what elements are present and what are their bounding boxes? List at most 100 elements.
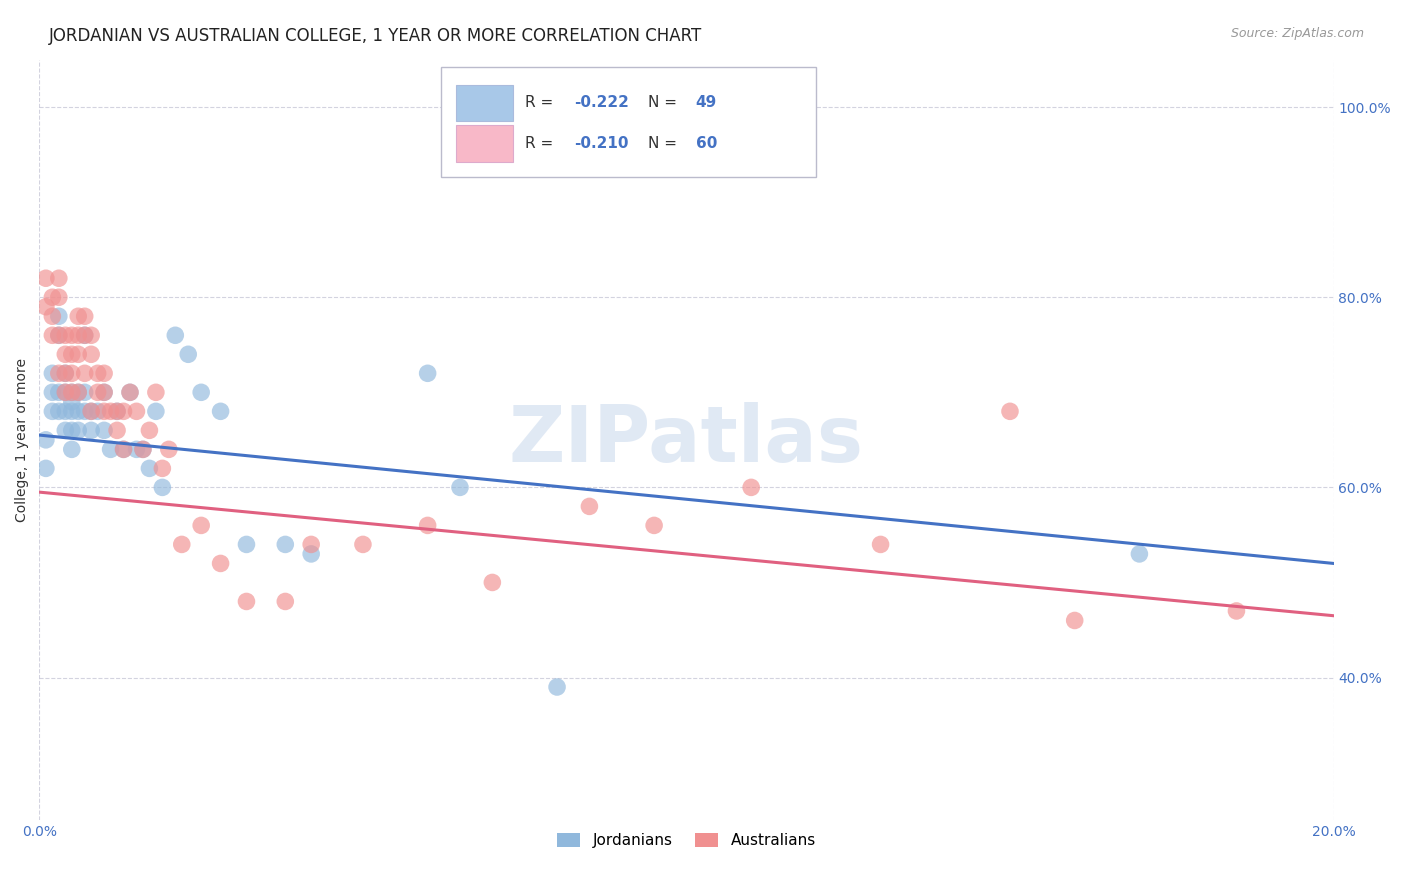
Point [145, 404, 167, 418]
Point [73, 310, 96, 324]
Point [299, 537, 322, 551]
Point [150, 461, 173, 475]
Point [67, 328, 90, 343]
Point [73, 404, 96, 418]
Point [112, 442, 135, 457]
Point [481, 575, 503, 590]
Point [48, 404, 70, 418]
Text: -0.210: -0.210 [574, 136, 628, 151]
Point [60, 394, 83, 409]
Point [125, 404, 148, 418]
Point [41, 385, 63, 400]
Point [41, 328, 63, 343]
Point [60, 385, 83, 400]
Point [740, 480, 762, 494]
Text: ZIPatlas: ZIPatlas [509, 402, 863, 478]
Text: N =: N = [648, 95, 682, 111]
Point [53, 367, 76, 381]
Point [112, 442, 135, 457]
Text: N =: N = [648, 136, 682, 151]
Text: JORDANIAN VS AUSTRALIAN COLLEGE, 1 YEAR OR MORE CORRELATION CHART: JORDANIAN VS AUSTRALIAN COLLEGE, 1 YEAR … [49, 27, 703, 45]
Point [86, 367, 108, 381]
FancyBboxPatch shape [440, 67, 815, 178]
Point [48, 385, 70, 400]
Text: Source: ZipAtlas.com: Source: ZipAtlas.com [1230, 27, 1364, 40]
Text: R =: R = [524, 136, 558, 151]
Point [86, 385, 108, 400]
Point [41, 310, 63, 324]
Point [80, 404, 103, 418]
Point [67, 423, 90, 437]
Point [60, 328, 83, 343]
Point [60, 442, 83, 457]
Point [67, 310, 90, 324]
Point [1128, 547, 1150, 561]
Point [209, 557, 232, 571]
Point [869, 537, 891, 551]
Point [125, 442, 148, 457]
Point [449, 480, 471, 494]
Point [177, 347, 200, 361]
Point [138, 461, 160, 475]
Point [53, 385, 76, 400]
Point [67, 347, 90, 361]
Point [86, 404, 108, 418]
Text: -0.222: -0.222 [574, 95, 628, 111]
Point [93, 367, 115, 381]
Point [150, 480, 173, 494]
Point [53, 404, 76, 418]
Point [235, 537, 257, 551]
Point [73, 385, 96, 400]
Text: R =: R = [524, 95, 558, 111]
FancyBboxPatch shape [456, 85, 513, 121]
Point [93, 423, 115, 437]
Point [93, 404, 115, 418]
Point [235, 594, 257, 608]
Point [165, 328, 187, 343]
Point [112, 404, 135, 418]
Point [48, 271, 70, 285]
Point [100, 442, 122, 457]
Point [132, 442, 155, 457]
Point [578, 500, 600, 514]
Point [48, 328, 70, 343]
Point [105, 404, 128, 418]
Point [190, 385, 212, 400]
Point [157, 442, 180, 457]
Point [67, 385, 90, 400]
Text: 60: 60 [696, 136, 717, 151]
Point [60, 347, 83, 361]
Point [546, 680, 568, 694]
Point [1225, 604, 1247, 618]
Point [80, 328, 103, 343]
Point [93, 385, 115, 400]
Point [274, 594, 297, 608]
Point [41, 404, 63, 418]
Point [170, 537, 193, 551]
Point [53, 385, 76, 400]
Point [132, 442, 155, 457]
Point [35, 433, 58, 447]
Point [80, 423, 103, 437]
Legend: Jordanians, Australians: Jordanians, Australians [551, 827, 821, 855]
Point [73, 367, 96, 381]
Point [209, 404, 232, 418]
Point [60, 385, 83, 400]
Point [35, 300, 58, 314]
Point [416, 367, 439, 381]
Point [643, 518, 665, 533]
Point [48, 290, 70, 304]
Point [352, 537, 374, 551]
Point [93, 385, 115, 400]
Point [53, 423, 76, 437]
Point [73, 328, 96, 343]
Point [67, 404, 90, 418]
Point [35, 271, 58, 285]
Point [60, 367, 83, 381]
Point [53, 367, 76, 381]
Point [73, 328, 96, 343]
Point [105, 423, 128, 437]
Point [145, 385, 167, 400]
Point [41, 367, 63, 381]
Point [80, 347, 103, 361]
